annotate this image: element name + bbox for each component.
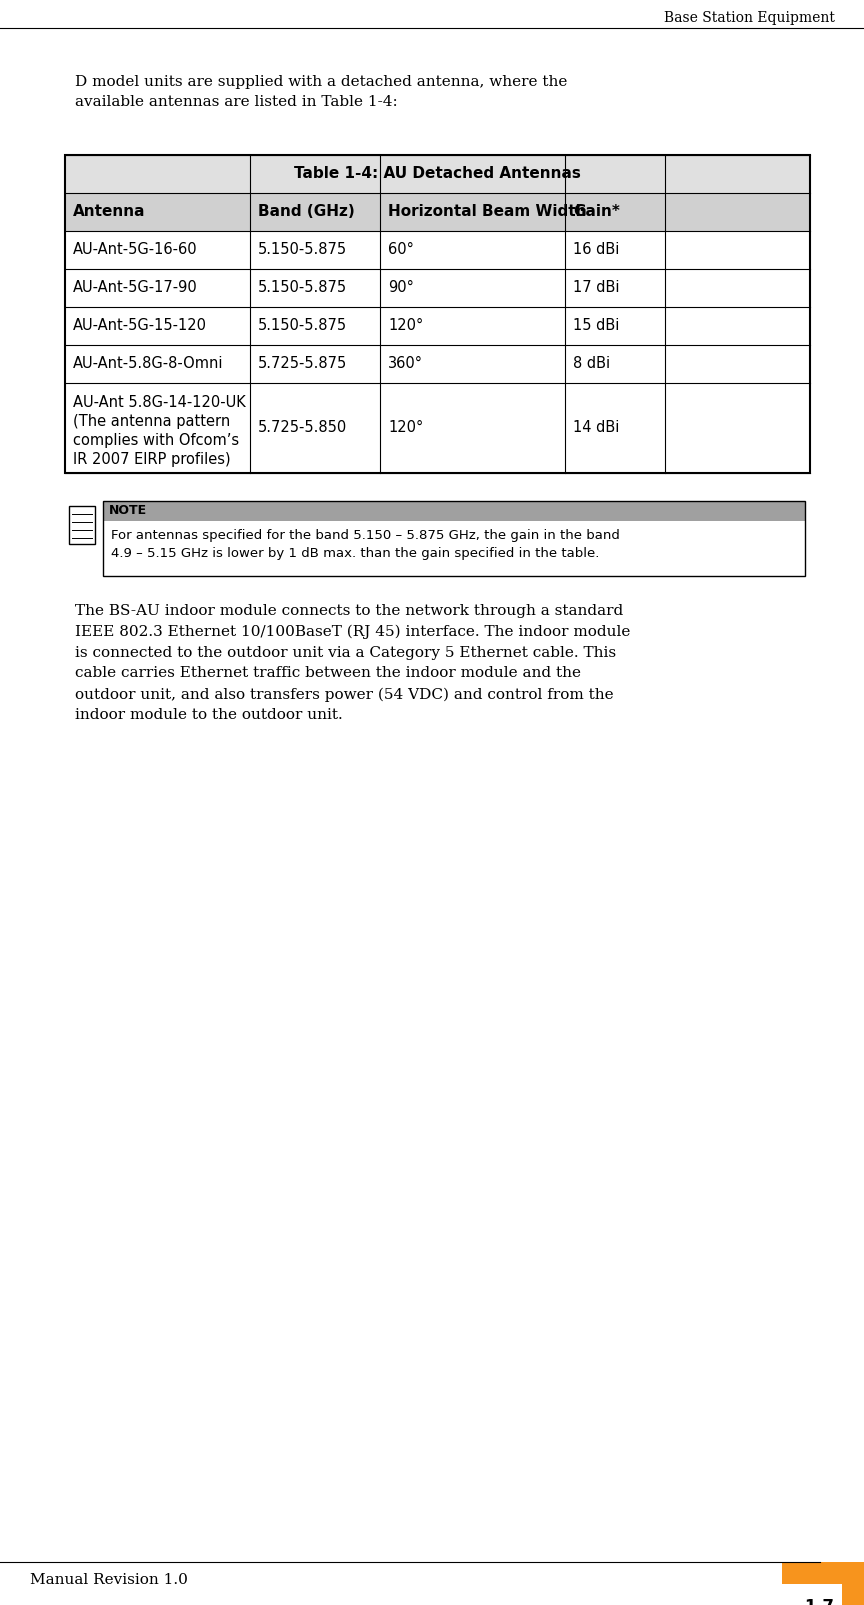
Text: 60°: 60°	[388, 242, 414, 257]
Text: Manual Revision 1.0: Manual Revision 1.0	[30, 1573, 187, 1587]
Bar	[103, 501, 805, 576]
Text: 17 dBi: 17 dBi	[573, 281, 619, 295]
Text: 14 dBi: 14 dBi	[573, 421, 619, 435]
Text: AU-Ant 5.8G-14-120-UK: AU-Ant 5.8G-14-120-UK	[73, 395, 245, 409]
Bar	[782, 1562, 864, 1584]
Text: 360°: 360°	[388, 356, 423, 371]
Text: Table 1-4: AU Detached Antennas: Table 1-4: AU Detached Antennas	[294, 167, 581, 181]
Text: 5.725-5.875: 5.725-5.875	[258, 356, 347, 371]
Bar	[103, 501, 805, 522]
Bar	[65, 193, 810, 231]
Text: 120°: 120°	[388, 421, 423, 435]
Text: Antenna: Antenna	[73, 204, 145, 220]
Text: Gain*: Gain*	[573, 204, 619, 220]
Text: Horizontal Beam Width: Horizontal Beam Width	[388, 204, 587, 220]
Text: 120°: 120°	[388, 318, 423, 334]
Bar	[842, 1562, 864, 1605]
Bar	[65, 156, 810, 193]
Bar	[69, 506, 95, 544]
Text: NOTE: NOTE	[109, 504, 147, 517]
Bar	[103, 522, 805, 576]
Text: 5.150-5.875: 5.150-5.875	[258, 318, 347, 334]
Text: AU-Ant-5G-17-90: AU-Ant-5G-17-90	[73, 281, 198, 295]
Text: (The antenna pattern: (The antenna pattern	[73, 414, 230, 429]
Text: AU-Ant-5.8G-8-Omni: AU-Ant-5.8G-8-Omni	[73, 356, 224, 371]
Text: Band (GHz): Band (GHz)	[258, 204, 355, 220]
Text: AU-Ant-5G-15-120: AU-Ant-5G-15-120	[73, 318, 207, 334]
Text: 8 dBi: 8 dBi	[573, 356, 610, 371]
Bar	[65, 156, 810, 473]
Text: Base Station Equipment: Base Station Equipment	[664, 11, 835, 26]
Text: 15 dBi: 15 dBi	[573, 318, 619, 334]
Text: AU-Ant-5G-16-60: AU-Ant-5G-16-60	[73, 242, 198, 257]
Text: 1-7: 1-7	[804, 1599, 834, 1605]
Text: 5.725-5.850: 5.725-5.850	[258, 421, 347, 435]
Text: 5.150-5.875: 5.150-5.875	[258, 242, 347, 257]
Text: D model units are supplied with a detached antenna, where the
available antennas: D model units are supplied with a detach…	[75, 75, 568, 109]
Text: The BS-AU indoor module connects to the network through a standard
IEEE 802.3 Et: The BS-AU indoor module connects to the …	[75, 603, 631, 722]
Text: For antennas specified for the band 5.150 – 5.875 GHz, the gain in the band
4.9 : For antennas specified for the band 5.15…	[111, 530, 619, 560]
Text: complies with Ofcom’s: complies with Ofcom’s	[73, 433, 239, 448]
Text: 5.150-5.875: 5.150-5.875	[258, 281, 347, 295]
Bar	[65, 156, 810, 473]
Text: 90°: 90°	[388, 281, 414, 295]
Text: IR 2007 EIRP profiles): IR 2007 EIRP profiles)	[73, 453, 231, 467]
Text: 16 dBi: 16 dBi	[573, 242, 619, 257]
